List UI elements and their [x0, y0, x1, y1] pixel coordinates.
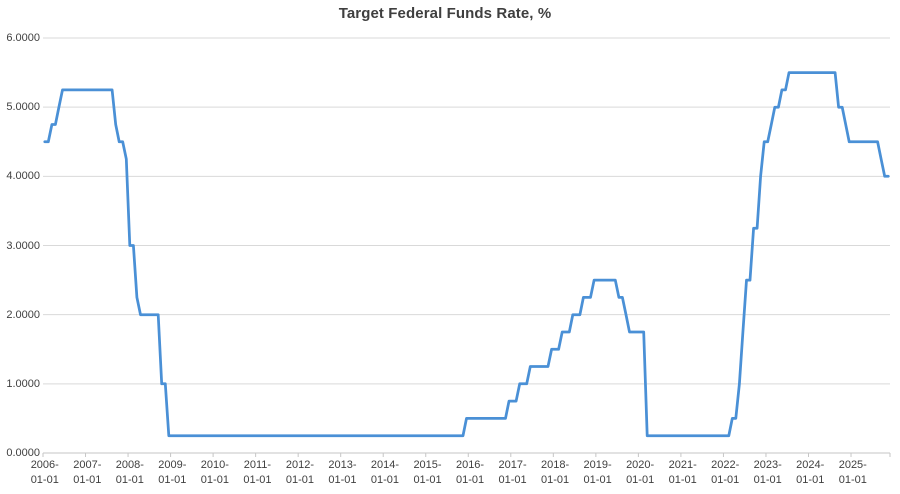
- y-tick-label: 0.0000: [6, 447, 40, 459]
- y-tick-label: 4.0000: [6, 170, 40, 183]
- y-tick-label: 5.0000: [6, 101, 40, 114]
- x-tick-label: 2006- 01-01: [30, 459, 59, 486]
- x-tick-label: 2011- 01-01: [243, 459, 272, 486]
- x-tick-label: 2009- 01-01: [158, 459, 187, 486]
- x-tick-label: 2020- 01-01: [626, 459, 655, 486]
- x-tick-label: 2023- 01-01: [753, 459, 782, 486]
- x-tick-label: 2010- 01-01: [200, 459, 229, 486]
- x-tick-label: 2024- 01-01: [796, 459, 825, 486]
- x-tick-label: 2007- 01-01: [73, 459, 102, 486]
- y-tick-label: 1.0000: [6, 377, 40, 390]
- y-tick-label: 6.0000: [6, 32, 40, 44]
- x-tick-label: 2018- 01-01: [541, 459, 570, 486]
- x-tick-label: 2019- 01-01: [583, 459, 612, 486]
- x-tick-label: 2017- 01-01: [498, 459, 527, 486]
- x-tick-label: 2014- 01-01: [370, 459, 400, 486]
- x-tick-label: 2015- 01-01: [413, 459, 442, 486]
- x-tick-label: 2013- 01-01: [328, 459, 357, 486]
- x-tick-label: 2016- 01-01: [455, 459, 485, 486]
- x-tick-label: 2022- 01-01: [711, 459, 740, 486]
- chart-title: Target Federal Funds Rate, %: [338, 5, 552, 22]
- y-tick-label: 3.0000: [6, 239, 40, 252]
- x-tick-label: 2012- 01-01: [285, 459, 314, 486]
- x-tick-label: 2025- 01-01: [838, 459, 867, 486]
- y-tick-label: 2.0000: [6, 308, 40, 321]
- rate-line-series: [43, 71, 890, 438]
- x-tick-label: 2008- 01-01: [115, 459, 144, 486]
- x-tick-label: 2021- 01-01: [668, 459, 697, 486]
